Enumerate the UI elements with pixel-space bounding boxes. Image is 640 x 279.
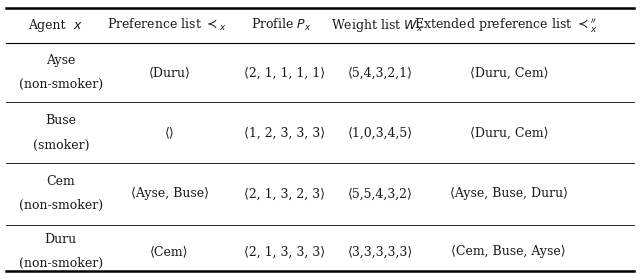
Text: ⟨5,5,4,3,2⟩: ⟨5,5,4,3,2⟩	[348, 187, 413, 200]
Text: ⟨1, 2, 3, 3, 3⟩: ⟨1, 2, 3, 3, 3⟩	[244, 127, 325, 140]
Text: ⟨2, 1, 1, 1, 1⟩: ⟨2, 1, 1, 1, 1⟩	[244, 67, 325, 80]
Text: ⟨⟩: ⟨⟩	[164, 127, 175, 140]
Text: Preference list $\prec_x$: Preference list $\prec_x$	[106, 17, 227, 33]
Text: ⟨Duru⟩: ⟨Duru⟩	[148, 67, 191, 80]
Text: Ayse: Ayse	[46, 54, 76, 67]
Text: Weight list $W_x$: Weight list $W_x$	[332, 17, 424, 33]
Text: Duru: Duru	[45, 233, 77, 246]
Text: ⟨Duru, Cem⟩: ⟨Duru, Cem⟩	[470, 67, 548, 80]
Text: $x$: $x$	[73, 19, 83, 32]
Text: Cem: Cem	[47, 175, 75, 188]
Text: Extended preference list $\prec_x''$: Extended preference list $\prec_x''$	[414, 16, 597, 34]
Text: Profile $P_x$: Profile $P_x$	[252, 17, 312, 33]
Text: ⟨Cem, Buse, Ayse⟩: ⟨Cem, Buse, Ayse⟩	[451, 246, 566, 258]
Text: ⟨Cem⟩: ⟨Cem⟩	[150, 246, 189, 258]
Text: (non-smoker): (non-smoker)	[19, 199, 103, 212]
Text: Agent: Agent	[29, 19, 70, 32]
Text: (smoker): (smoker)	[33, 139, 89, 151]
Text: ⟨Ayse, Buse⟩: ⟨Ayse, Buse⟩	[131, 187, 209, 200]
Text: Buse: Buse	[45, 114, 76, 127]
Text: ⟨1,0,3,4,5⟩: ⟨1,0,3,4,5⟩	[348, 127, 413, 140]
Text: ⟨2, 1, 3, 2, 3⟩: ⟨2, 1, 3, 2, 3⟩	[244, 187, 325, 200]
Text: ⟨5,4,3,2,1⟩: ⟨5,4,3,2,1⟩	[348, 67, 413, 80]
Text: (non-smoker): (non-smoker)	[19, 257, 103, 270]
Text: ⟨Ayse, Buse, Duru⟩: ⟨Ayse, Buse, Duru⟩	[450, 187, 568, 200]
Text: ⟨Duru, Cem⟩: ⟨Duru, Cem⟩	[470, 127, 548, 140]
Text: (non-smoker): (non-smoker)	[19, 78, 103, 91]
Text: ⟨2, 1, 3, 3, 3⟩: ⟨2, 1, 3, 3, 3⟩	[244, 246, 325, 258]
Text: ⟨3,3,3,3,3⟩: ⟨3,3,3,3,3⟩	[348, 246, 413, 258]
